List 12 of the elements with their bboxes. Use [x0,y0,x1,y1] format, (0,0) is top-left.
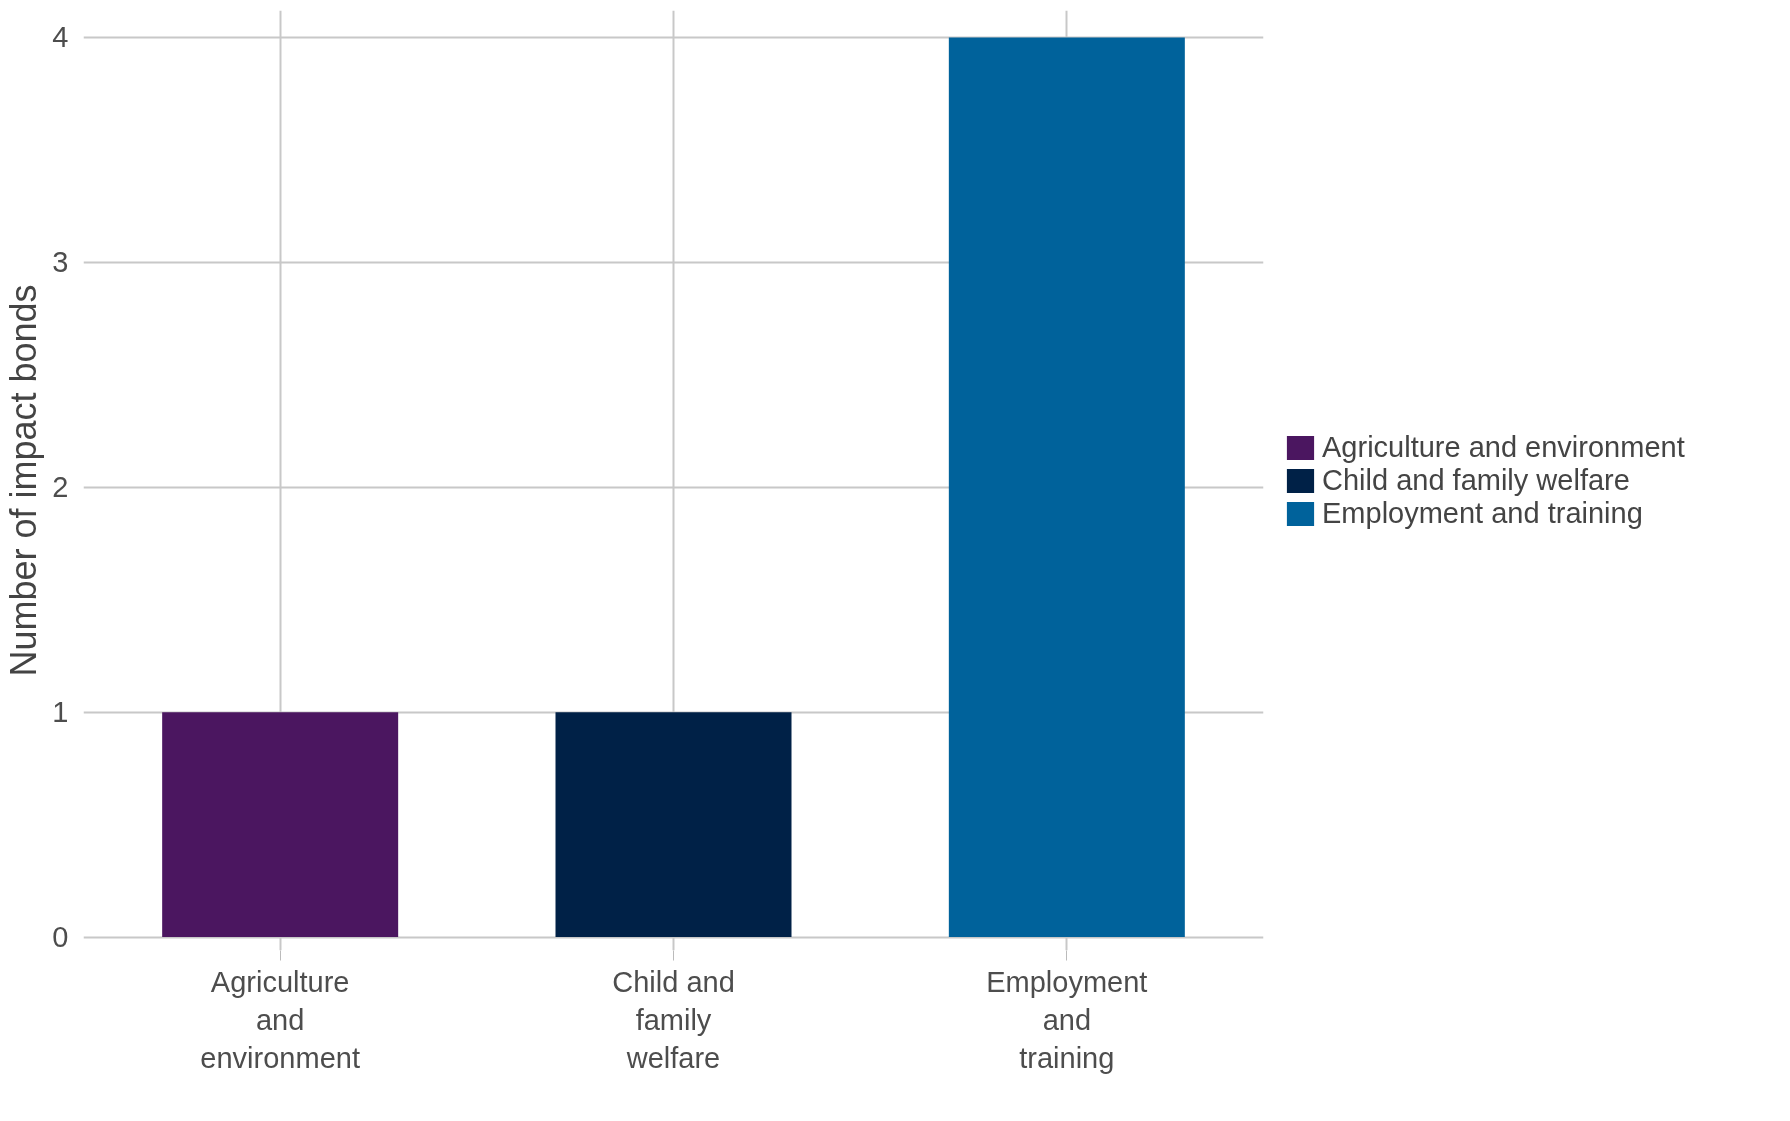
legend-label: Child and family welfare [1322,463,1630,497]
y-tick-label: 1 [52,696,69,729]
x-tick-label: Child and family welfare [612,965,735,1075]
y-tick-label: 3 [52,246,69,279]
x-tick-label: Agriculture and environment [200,965,360,1075]
y-tick-label: 0 [52,921,69,954]
y-tick-label: 4 [52,21,69,54]
x-tick-label: Employment and training [986,965,1148,1075]
y-tick-label: 2 [52,471,69,504]
legend-label: Employment and training [1322,496,1643,530]
y-axis-title: Number of impact bonds [3,284,45,677]
legend-label: Agriculture and environment [1322,430,1685,464]
